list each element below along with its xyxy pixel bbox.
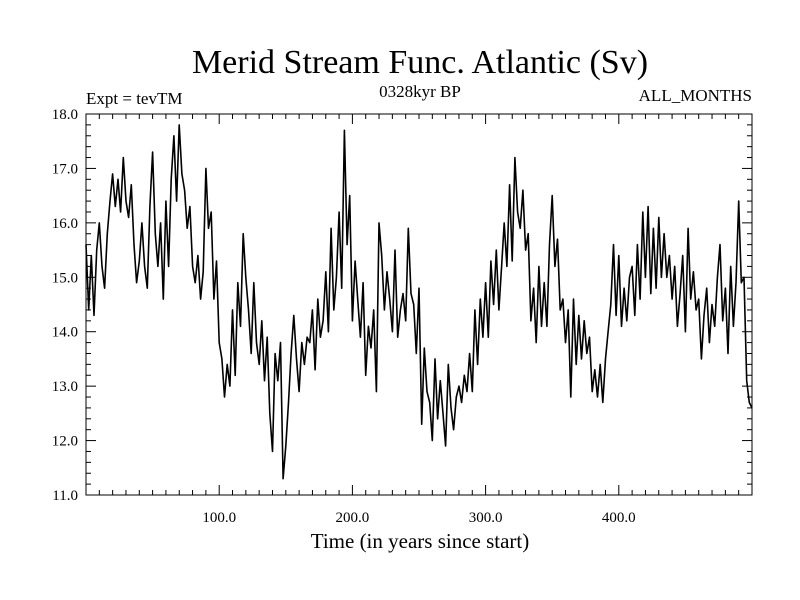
y-tick-label: 13.0 bbox=[52, 379, 78, 395]
y-tick-label: 18.0 bbox=[52, 107, 78, 123]
y-tick-label: 11.0 bbox=[52, 488, 78, 504]
x-tick-label: 300.0 bbox=[469, 510, 503, 526]
period-label: 0328kyr BP bbox=[379, 82, 461, 101]
ticks: 100.0 200.0 300.0 400.0 11.0 12.0 13.0 14.0 15.0… bbox=[52, 107, 752, 526]
expt-label: Expt = tevTM bbox=[86, 89, 182, 108]
y-tick-label: 14.0 bbox=[52, 325, 78, 341]
x-tick-label: 200.0 bbox=[336, 510, 370, 526]
y-tick-label: 16.0 bbox=[52, 216, 78, 232]
series bbox=[85, 124, 753, 480]
series-line bbox=[85, 124, 753, 480]
y-tick-label: 12.0 bbox=[52, 434, 78, 450]
x-tick-label: 100.0 bbox=[202, 510, 236, 526]
chart-title: Merid Stream Func. Atlantic (Sv) bbox=[192, 44, 648, 81]
x-axis-label: Time (in years since start) bbox=[311, 529, 530, 553]
y-tick-label: 15.0 bbox=[52, 270, 78, 286]
y-tick-label: 17.0 bbox=[52, 161, 78, 177]
months-label: ALL_MONTHS bbox=[639, 86, 752, 105]
x-tick-label: 400.0 bbox=[602, 510, 636, 526]
